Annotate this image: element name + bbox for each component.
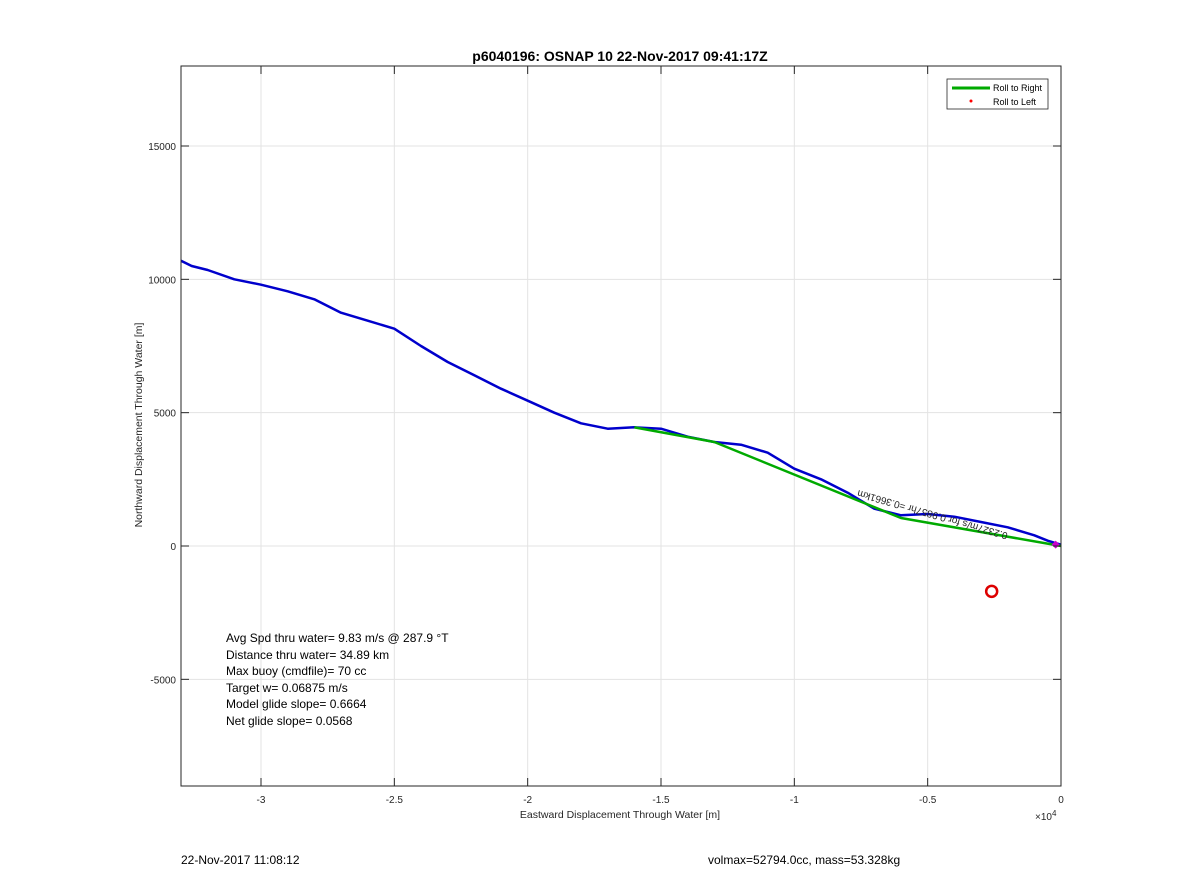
legend-box: [946, 78, 1049, 110]
y-tick-label: 15000: [148, 142, 176, 153]
x-tick-label: -1.5: [652, 795, 670, 806]
y-tick-label: 0: [170, 542, 176, 553]
series-layer: [180, 259, 1062, 548]
axes-box: [180, 65, 1062, 787]
y-axis-label: Northward Displacement Through Water [m]: [133, 323, 145, 528]
stat-avg-speed: Avg Spd thru water= 9.83 m/s @ 287.9 °T: [226, 631, 449, 645]
legend-label-roll-right: Roll to Right: [993, 83, 1043, 93]
stat-max-buoy: Max buoy (cmdfile)= 70 cc: [226, 664, 366, 678]
x-axis-label: Eastward Displacement Through Water [m]: [520, 809, 720, 821]
ticks-layer: -3 -2.5 -2 -1.5 -1 -0.5 0 -5000 0 5000 10000 15000: [148, 66, 1064, 806]
legend-dot-roll-left: [969, 99, 973, 103]
y-tick-label: -5000: [150, 675, 176, 686]
x-tick-label: -2: [523, 795, 532, 806]
target-marker: [984, 584, 999, 599]
chart-title: p6040196: OSNAP 10 22-Nov-2017 09:41:17Z: [472, 48, 768, 64]
x-tick-label: -1: [790, 795, 799, 806]
x-tick-label: -3: [257, 795, 266, 806]
x-multiplier-exponent: 4: [1052, 809, 1057, 818]
leg-annotation: 0.2327m/s for 0.9857hr =0.3661km: [856, 487, 1009, 541]
grid: [181, 66, 1062, 786]
x-multiplier: ×104: [1035, 809, 1057, 823]
x-tick-label: 0: [1058, 795, 1064, 806]
footer-vehicle-params: volmax=52794.0cc, mass=53.328kg: [708, 853, 901, 867]
stat-target-w: Target w= 0.06875 m/s: [226, 681, 348, 695]
y-tick-label: 5000: [154, 409, 177, 420]
stats-block: Avg Spd thru water= 9.83 m/s @ 287.9 °T …: [226, 631, 449, 728]
footer-timestamp: 22-Nov-2017 11:08:12: [181, 853, 300, 867]
x-tick-label: -0.5: [919, 795, 937, 806]
track-line: [180, 259, 1062, 546]
x-tick-label: -2.5: [386, 795, 404, 806]
stat-model-glide: Model glide slope= 0.6664: [226, 697, 367, 711]
y-tick-label: 10000: [148, 275, 176, 286]
stat-net-glide: Net glide slope= 0.0568: [226, 714, 353, 728]
end-marker: [1051, 540, 1060, 549]
roll-right-line: [634, 426, 1062, 548]
markers-layer: [984, 540, 1060, 599]
x-multiplier-base: ×10: [1035, 812, 1052, 823]
legend: Roll to Right Roll to Left: [946, 78, 1049, 110]
stat-distance: Distance thru water= 34.89 km: [226, 648, 389, 662]
legend-label-roll-left: Roll to Left: [993, 97, 1037, 107]
